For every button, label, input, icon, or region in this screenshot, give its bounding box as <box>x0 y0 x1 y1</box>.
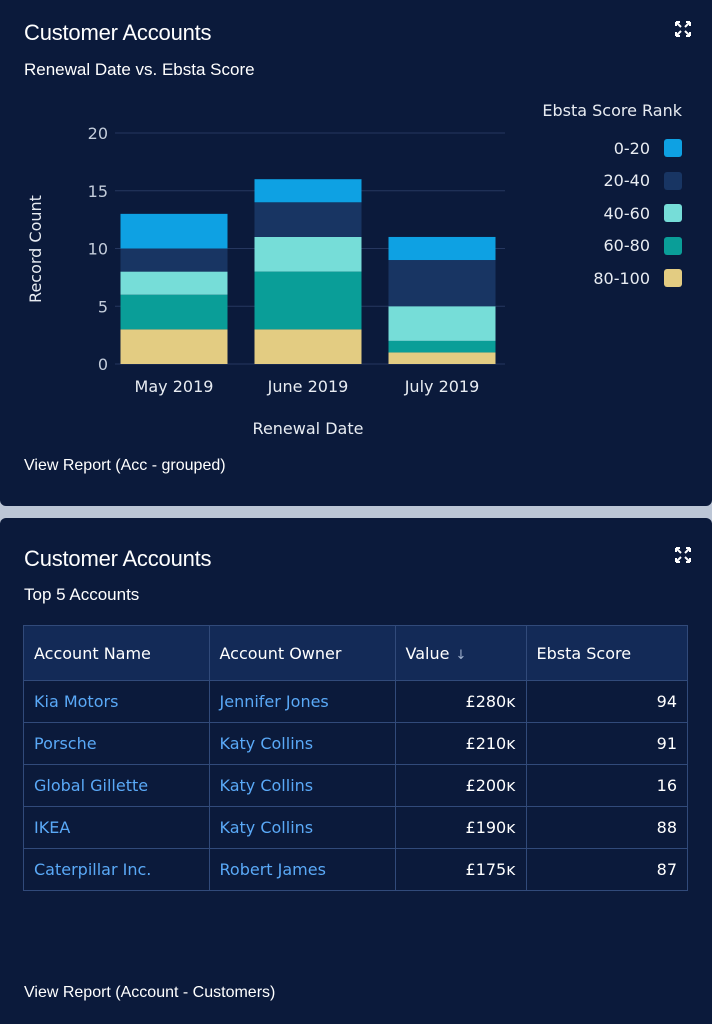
bar-segment <box>388 260 496 307</box>
legend-label: 40-60 <box>603 203 651 223</box>
account-owner-link[interactable]: Robert James <box>209 848 396 890</box>
bar-segment <box>120 271 228 295</box>
table-row: Kia Motors Jennifer Jones £280ᴋ 94 <box>24 680 687 723</box>
accounts-table: Account Name Account Owner Value ↓ Ebsta … <box>23 625 688 891</box>
sort-arrow-icon: ↓ <box>455 647 467 663</box>
bar-segment <box>120 213 228 249</box>
table-row: Global Gillette Katy Collins £200ᴋ 16 <box>24 764 687 807</box>
value-cell: £200ᴋ <box>395 764 527 807</box>
ebsta-score-cell: 88 <box>526 806 687 849</box>
table-header-row: Account Name Account Owner Value ↓ Ebsta … <box>24 626 687 681</box>
legend-swatch <box>664 204 682 222</box>
value-cell: £280ᴋ <box>395 680 527 723</box>
stacked-bar-chart: 0 5 10 15 20 May 2019 June 2019 July 2019 Renewa… <box>26 124 505 438</box>
bar-segment <box>388 340 496 353</box>
bar-segment <box>254 179 362 203</box>
legend-item: 60-80 <box>603 236 682 256</box>
account-owner-link[interactable]: Jennifer Jones <box>209 680 396 723</box>
legend-item: 20-40 <box>603 171 682 191</box>
view-report-link[interactable]: View Report (Account - Customers) <box>24 984 276 1001</box>
account-name-link[interactable]: Porsche <box>24 722 210 765</box>
chart-card-subtitle: Renewal Date vs. Ebsta Score <box>24 60 255 79</box>
bar-segment <box>254 202 362 237</box>
account-name-link[interactable]: IKEA <box>24 806 210 849</box>
legend-label: 80-100 <box>593 268 650 288</box>
bar-segment <box>388 306 496 341</box>
account-owner-link[interactable]: Katy Collins <box>209 764 396 807</box>
legend-label: 60-80 <box>603 236 651 255</box>
legend-label: 0-20 <box>613 138 650 158</box>
value-cell: £190ᴋ <box>395 806 527 849</box>
legend-title: Ebsta Score Rank <box>542 101 682 120</box>
account-name-link[interactable]: Caterpillar Inc. <box>24 848 210 890</box>
bar-segment <box>120 329 228 364</box>
y-tick-label: 10 <box>88 240 108 259</box>
view-report-link[interactable]: View Report (Acc - grouped) <box>24 457 226 474</box>
expand-icon[interactable] <box>674 546 692 564</box>
bar-segment <box>388 352 496 364</box>
chart-card: Customer Accounts Renewal Date vs. Ebsta… <box>0 0 712 506</box>
y-tick-label: 5 <box>98 297 108 316</box>
y-axis-title: Record Count <box>26 195 45 303</box>
ebsta-score-cell: 16 <box>526 764 687 807</box>
bar-segment <box>254 271 362 330</box>
y-tick-label: 0 <box>98 355 108 374</box>
value-cell: £210ᴋ <box>395 722 527 765</box>
x-tick-label: July 2019 <box>404 377 480 396</box>
table-card-subtitle: Top 5 Accounts <box>24 585 140 604</box>
legend-swatch <box>664 139 682 157</box>
legend-item: 40-60 <box>603 203 682 223</box>
column-header-value[interactable]: Value ↓ <box>395 626 527 681</box>
ebsta-score-cell: 91 <box>526 722 687 765</box>
legend-swatch <box>664 171 682 190</box>
ebsta-score-cell: 87 <box>656 860 677 879</box>
bar-segment <box>388 236 496 261</box>
table-row: IKEA Katy Collins £190ᴋ 88 <box>24 806 687 849</box>
ebsta-score-cell: 94 <box>526 680 687 723</box>
table-card: Customer Accounts Top 5 Accounts Account… <box>0 518 712 1024</box>
account-name-link[interactable]: Kia Motors <box>24 680 210 723</box>
legend-label: 20-40 <box>603 171 651 190</box>
table-card-title: Customer Accounts <box>24 546 212 571</box>
y-tick-label: 15 <box>88 182 108 201</box>
legend-swatch <box>664 236 682 255</box>
chart-card-title: Customer Accounts <box>24 20 212 45</box>
bar-segment <box>120 248 228 272</box>
legend-swatch <box>664 269 682 287</box>
table-row: Porsche Katy Collins £210ᴋ 91 <box>24 722 687 765</box>
column-header-account-name[interactable]: Account Name <box>24 626 210 681</box>
bar-segment <box>254 329 362 364</box>
value-cell: £175ᴋ <box>395 848 527 890</box>
x-tick-label: May 2019 <box>135 377 214 396</box>
column-header-ebsta-score[interactable]: Ebsta Score <box>526 626 687 681</box>
bar-segment <box>254 236 362 272</box>
expand-icon[interactable] <box>674 20 692 38</box>
legend-item: 80-100 <box>593 268 682 288</box>
account-owner-link[interactable]: Katy Collins <box>209 722 396 765</box>
account-owner-link[interactable]: Katy Collins <box>209 806 396 849</box>
legend-item: 0-20 <box>614 138 682 158</box>
x-tick-label: June 2019 <box>267 377 349 396</box>
table-row: Caterpillar Inc. Robert James £175ᴋ 87 <box>24 848 687 890</box>
account-name-link[interactable]: Global Gillette <box>24 764 210 807</box>
y-tick-label: 20 <box>88 124 108 143</box>
x-axis-title: Renewal Date <box>253 419 364 438</box>
column-header-account-owner[interactable]: Account Owner <box>209 626 396 681</box>
bar-segment <box>120 294 228 330</box>
